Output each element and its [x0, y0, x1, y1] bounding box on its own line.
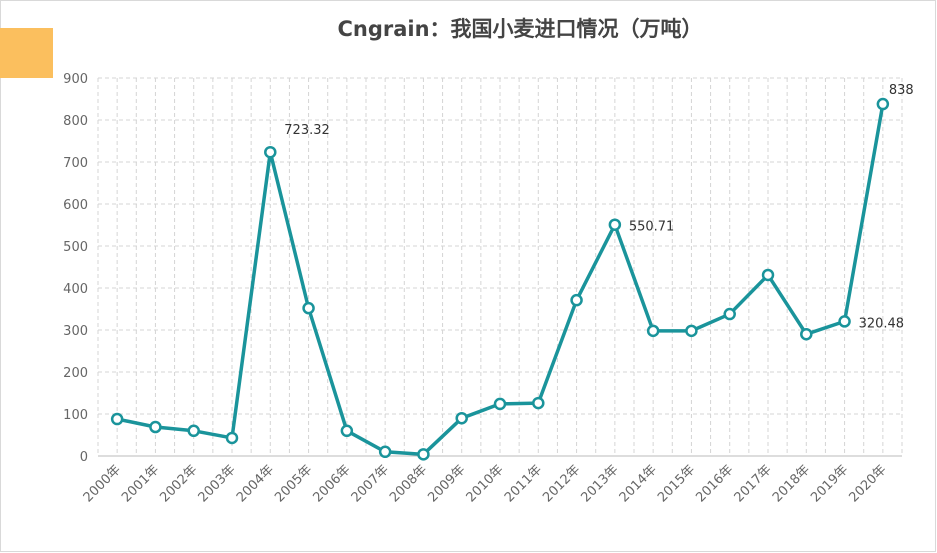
point — [417, 448, 430, 461]
y-tick-label: 100 — [63, 408, 88, 423]
data-label: 320.48 — [859, 316, 905, 331]
y-tick-label: 200 — [63, 366, 88, 381]
point — [761, 268, 775, 282]
point — [225, 431, 239, 445]
point — [570, 293, 583, 307]
y-tick-label: 500 — [63, 240, 88, 255]
point — [876, 97, 890, 111]
point — [493, 397, 507, 411]
decoration — [0, 28, 53, 78]
point — [378, 445, 392, 459]
y-tick-label: 0 — [80, 450, 88, 465]
chart-title: Cngrain：我国小麦进口情况（万吨） — [337, 17, 702, 41]
point — [264, 145, 277, 159]
point — [723, 307, 736, 321]
y-tick-label: 900 — [63, 72, 88, 87]
point — [110, 412, 124, 426]
y-tick-label: 300 — [63, 324, 88, 339]
point — [800, 327, 813, 341]
point — [685, 324, 698, 338]
point — [532, 396, 545, 410]
point — [838, 315, 851, 328]
point — [302, 301, 315, 315]
y-tick-label: 600 — [63, 198, 88, 213]
point — [187, 424, 200, 438]
data-label: 723.32 — [284, 123, 330, 138]
data-label: 550.71 — [629, 220, 675, 235]
y-tick-label: 800 — [63, 114, 88, 129]
point — [646, 324, 660, 338]
point — [455, 411, 468, 425]
point — [340, 424, 354, 438]
point — [608, 218, 622, 231]
y-tick-label: 400 — [63, 282, 88, 297]
data-label: 838 — [889, 83, 914, 98]
y-tick-label: 700 — [63, 156, 88, 171]
point — [149, 420, 162, 434]
